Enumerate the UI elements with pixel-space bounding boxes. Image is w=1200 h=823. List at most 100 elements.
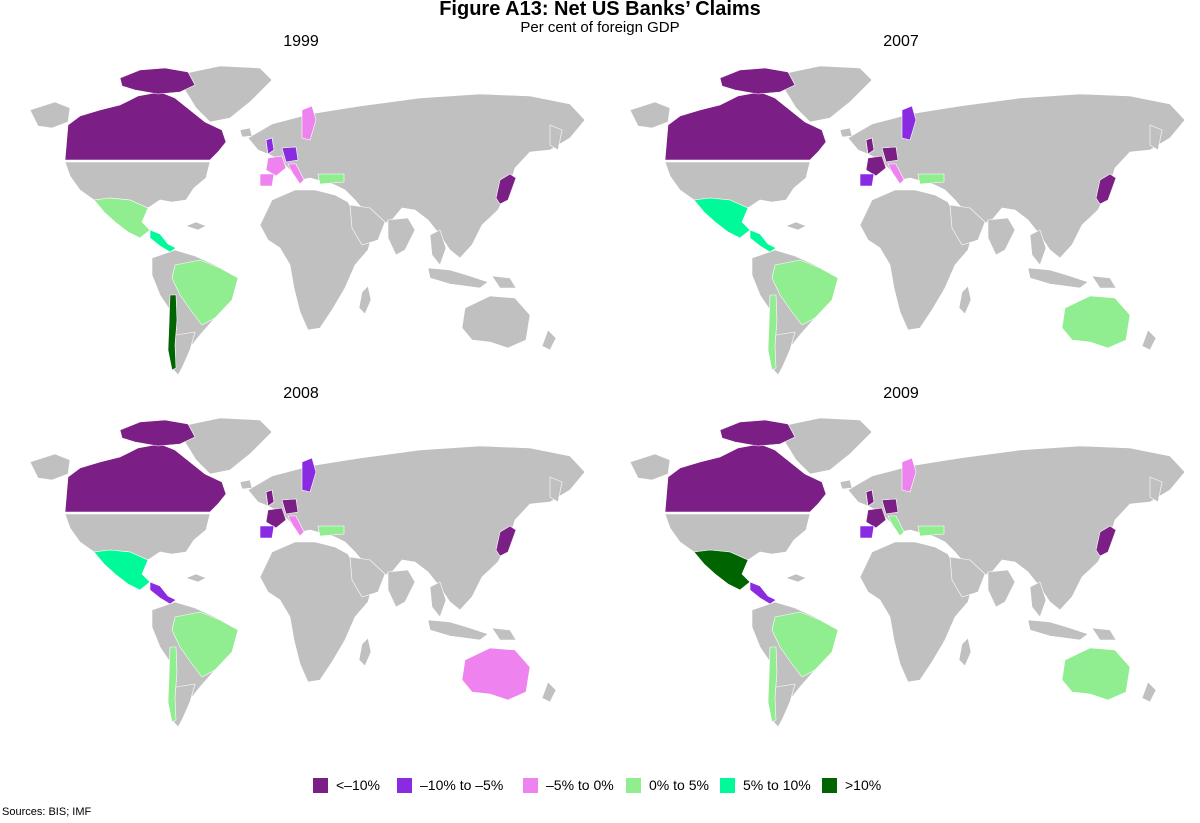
landmass-iceland (239, 127, 253, 138)
landmass-usa (64, 513, 211, 561)
landmass-arabia (349, 204, 386, 246)
landmass-africa (859, 189, 973, 331)
country-brazil (771, 611, 839, 678)
country-canada (664, 443, 827, 513)
country-brazil (771, 259, 839, 326)
country-germany (281, 498, 299, 515)
landmass-greenland (181, 65, 273, 123)
world-map-panel (10, 402, 590, 752)
country-canada (64, 91, 227, 161)
world-map (29, 417, 586, 728)
landmass-africa (259, 189, 373, 331)
figure-title: Figure A13: Net US Banks’ Claims (439, 0, 761, 20)
country-uk (265, 489, 275, 507)
landmass-png (1091, 627, 1117, 641)
country-australia (461, 295, 531, 349)
panel-title-1: 2007 (883, 33, 919, 50)
landmass-indonesia (1027, 267, 1089, 289)
panel-title-2: 2008 (283, 385, 319, 402)
country-canada (64, 443, 227, 513)
landmass-nz (541, 681, 557, 703)
landmass-se-asia (429, 229, 447, 266)
world-map-panel (10, 50, 590, 400)
country-italy (887, 163, 905, 185)
landmass-se-asia (429, 581, 447, 618)
country-uk (865, 489, 875, 507)
country-brazil (171, 259, 239, 326)
country-canada (664, 91, 827, 161)
landmass-india (987, 217, 1016, 256)
country-central-america (149, 581, 177, 605)
country-spain (259, 525, 275, 539)
panel-title-3: 2009 (883, 385, 919, 402)
landmass-se-asia (1029, 229, 1047, 266)
country-turkey (917, 173, 945, 185)
country-chile (167, 294, 178, 371)
country-canada-islands (719, 67, 796, 95)
legend-swatch (397, 777, 412, 793)
country-brazil (171, 611, 239, 678)
landmass-arabia (949, 204, 986, 246)
country-japan (495, 173, 517, 205)
country-france (865, 155, 887, 177)
landmass-madagascar (958, 285, 972, 315)
country-sweden (901, 105, 917, 141)
legend-swatch (626, 777, 641, 793)
landmass-png (491, 627, 517, 641)
landmass-caribbean (785, 221, 807, 231)
country-japan (1095, 173, 1117, 205)
legend-label: <–10% (336, 777, 380, 793)
legend-label: –10% to –5% (420, 777, 504, 793)
landmass-png (491, 275, 517, 289)
legend-item: –5% to 0% (523, 775, 614, 795)
landmass-caribbean (185, 573, 207, 583)
landmass-iceland (839, 127, 853, 138)
landmass-eurasia (847, 445, 1186, 611)
legend-swatch (313, 777, 328, 793)
country-turkey (317, 525, 345, 537)
country-uk (265, 137, 275, 155)
country-chile (767, 646, 778, 723)
landmass-kamchatka (1149, 476, 1163, 503)
country-germany (881, 146, 899, 163)
country-spain (859, 525, 875, 539)
legend-label: >10% (845, 777, 882, 793)
landmass-kamchatka (549, 476, 563, 503)
legend-swatch (720, 777, 735, 793)
country-spain (259, 173, 275, 187)
landmass-usa (664, 161, 811, 209)
world-map (629, 417, 1186, 728)
landmass-india (387, 217, 416, 256)
country-italy (887, 515, 905, 537)
landmass-madagascar (358, 285, 372, 315)
landmass-india (387, 569, 416, 608)
world-map (29, 65, 586, 376)
landmass-png (1091, 275, 1117, 289)
landmass-greenland (181, 417, 273, 475)
country-uk (865, 137, 875, 155)
landmass-kamchatka (549, 124, 563, 151)
country-canada-islands (719, 419, 796, 447)
landmass-indonesia (1027, 619, 1089, 641)
landmass-nz (1141, 329, 1157, 351)
legend-item: <–10% (313, 775, 380, 795)
landmass-kamchatka (1149, 124, 1163, 151)
legend-swatch (523, 777, 538, 793)
landmass-caribbean (785, 573, 807, 583)
legend-label: 0% to 5% (649, 777, 709, 793)
legend-label: –5% to 0% (546, 777, 614, 793)
country-germany (281, 146, 299, 163)
country-australia (461, 647, 531, 701)
country-central-america (749, 581, 777, 605)
country-australia (1061, 295, 1131, 349)
landmass-madagascar (958, 637, 972, 667)
legend-label: 5% to 10% (743, 777, 811, 793)
country-spain (859, 173, 875, 187)
landmass-iceland (239, 479, 253, 490)
country-chile (167, 646, 178, 723)
country-japan (495, 525, 517, 557)
country-italy (287, 163, 305, 185)
country-central-america (149, 229, 177, 253)
landmass-madagascar (358, 637, 372, 667)
landmass-iceland (839, 479, 853, 490)
